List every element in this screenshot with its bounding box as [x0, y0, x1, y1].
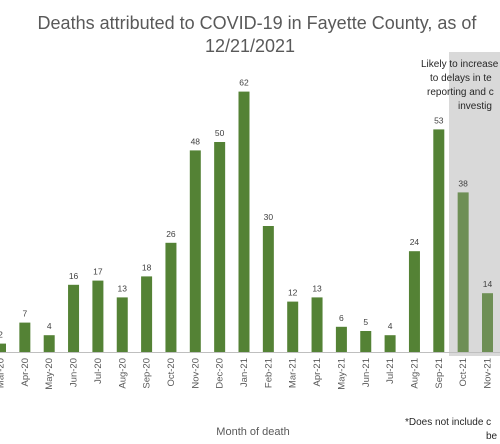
bar-Oct-21 — [457, 192, 469, 352]
chart-title: Deaths attributed to COVID-19 in Fayette… — [38, 13, 478, 33]
value-label-Oct-20: 26 — [166, 229, 176, 239]
x-tick-May-21: May-21 — [336, 358, 347, 390]
shade-annotation: Likely to increase to delays in te reporti… — [421, 59, 499, 112]
value-label-Nov-20: 48 — [191, 136, 201, 146]
value-label-May-20: 4 — [47, 321, 52, 331]
bar-Apr-21 — [311, 297, 323, 352]
value-label-Apr-21: 13 — [312, 283, 322, 293]
x-tick-May-20: May-20 — [44, 358, 55, 390]
x-tick-Jun-20: Jun-20 — [69, 358, 80, 387]
x-tick-Feb-21: Feb-21 — [263, 358, 274, 388]
x-tick-Aug-20: Aug-20 — [117, 358, 128, 389]
x-tick-Apr-20: Apr-20 — [20, 358, 31, 387]
bar-Dec-20 — [214, 142, 226, 352]
bar-Jun-20 — [68, 284, 80, 352]
annotation-line: to delays in te — [430, 73, 492, 84]
value-label-Dec-20: 50 — [215, 128, 225, 138]
value-label-Oct-21: 38 — [458, 178, 468, 188]
x-tick-Dec-20: Dec-20 — [215, 358, 226, 389]
x-tick-Nov-20: Nov-20 — [190, 358, 201, 389]
value-label-Mar-20: 2 — [0, 330, 3, 340]
value-label-Nov-21: 14 — [483, 279, 493, 289]
x-tick-labels-group: Mar-20 Apr-20 May-20 Jun-20 Jul-20 Aug-20 Sep-… — [0, 358, 494, 390]
x-tick-Aug-21: Aug-21 — [409, 358, 420, 389]
annotation-line: reporting and c — [427, 87, 494, 98]
value-labels-group: 2741617131826485062301213654245338141 — [0, 78, 493, 340]
bar-Mar-20 — [0, 343, 6, 352]
value-label-May-21: 6 — [339, 313, 344, 323]
value-label-Jul-20: 17 — [93, 267, 103, 277]
x-tick-Oct-20: Oct-20 — [166, 358, 177, 387]
x-tick-Jul-21: Jul-21 — [385, 358, 396, 384]
x-tick-Jan-21: Jan-21 — [239, 358, 250, 387]
x-tick-Jul-20: Jul-20 — [93, 358, 104, 384]
x-tick-Mar-21: Mar-21 — [288, 358, 299, 388]
bar-Nov-20 — [189, 150, 201, 352]
bar-Aug-20 — [116, 297, 128, 352]
bar-Jan-21 — [238, 91, 250, 352]
bar-Jul-20 — [92, 280, 104, 352]
value-label-Jun-21: 5 — [363, 317, 368, 327]
value-label-Sep-21: 53 — [434, 115, 444, 125]
bar-Aug-21 — [408, 251, 420, 352]
bar-Sep-21 — [433, 129, 445, 352]
bars-group — [0, 91, 493, 352]
x-tick-Nov-21: Nov-21 — [483, 358, 494, 389]
footnote-line: be — [486, 431, 498, 442]
footnote-line: *Does not include c — [405, 417, 491, 428]
value-label-Mar-21: 12 — [288, 288, 298, 298]
bar-May-21 — [335, 326, 347, 352]
x-tick-Mar-20: Mar-20 — [0, 358, 7, 388]
value-label-Aug-21: 24 — [410, 237, 420, 247]
bar-Mar-21 — [287, 301, 299, 352]
bar-Oct-20 — [165, 242, 177, 352]
bar-Apr-20 — [19, 322, 31, 352]
x-tick-Apr-21: Apr-21 — [312, 358, 323, 387]
x-axis-label: Month of death — [216, 426, 289, 438]
x-tick-Oct-21: Oct-21 — [458, 358, 469, 387]
x-tick-Sep-21: Sep-21 — [434, 358, 445, 389]
bar-Sep-20 — [141, 276, 153, 352]
footnote: *Does not include c be — [405, 417, 498, 442]
value-label-Sep-20: 18 — [142, 262, 152, 272]
chart-subtitle: 12/21/2021 — [205, 36, 295, 56]
value-label-Apr-20: 7 — [22, 309, 27, 319]
bar-Jul-21 — [384, 335, 396, 352]
value-label-Jun-20: 16 — [69, 271, 79, 281]
annotation-line: Likely to increase — [421, 59, 499, 70]
x-tick-Jun-21: Jun-21 — [361, 358, 372, 387]
bar-Feb-21 — [262, 226, 274, 352]
value-label-Jul-21: 4 — [388, 321, 393, 331]
value-label-Jan-21: 62 — [239, 78, 249, 88]
value-label-Feb-21: 30 — [264, 212, 274, 222]
bar-May-20 — [43, 335, 55, 352]
annotation-line: investig — [458, 101, 492, 112]
bar-Jun-21 — [360, 331, 372, 352]
bar-Nov-21 — [482, 293, 493, 352]
x-tick-Sep-20: Sep-20 — [142, 358, 153, 389]
value-label-Aug-20: 13 — [118, 283, 128, 293]
